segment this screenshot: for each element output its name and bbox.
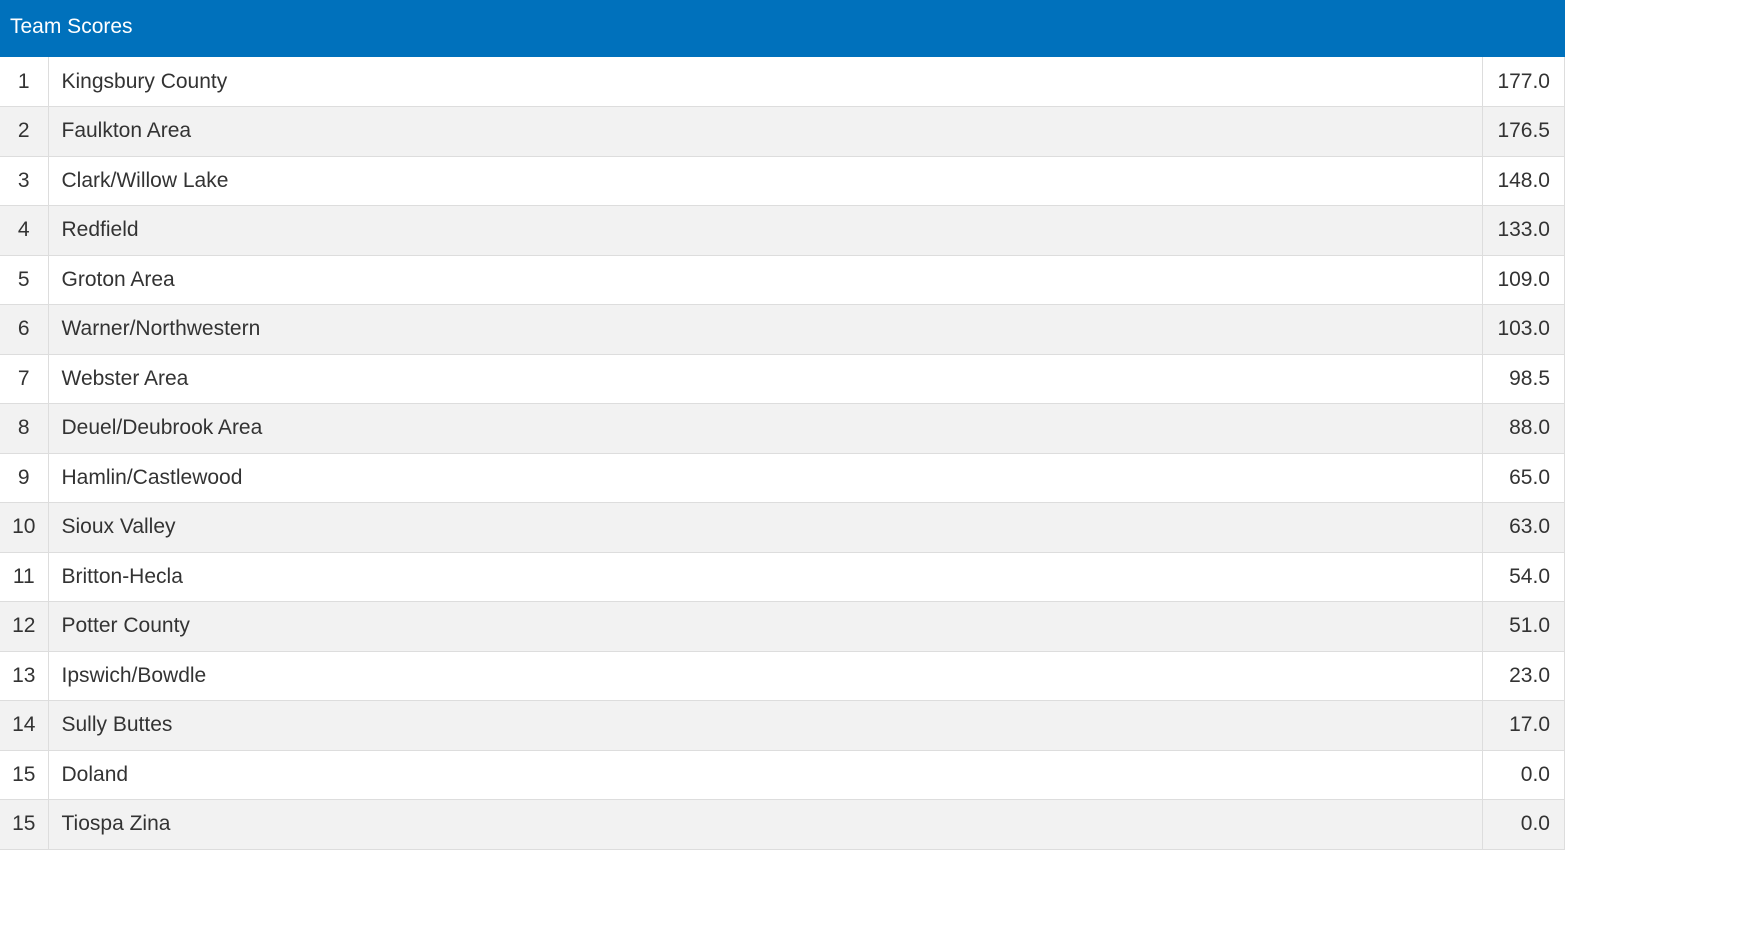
cell-name: Clark/Willow Lake: [48, 156, 1483, 206]
cell-rank: 3: [0, 156, 49, 206]
team-row: 5 Groton Area 109.0: [0, 255, 1565, 305]
cell-rank: 11: [0, 552, 49, 602]
cell-rank: 15: [0, 750, 49, 800]
team-row: 9 Hamlin/Castlewood 65.0: [0, 453, 1565, 503]
cell-rank: 15: [0, 799, 49, 850]
scores-table: 1 Kingsbury County 177.0 2 Faulkton Area 176.…: [0, 57, 1565, 850]
cell-score: 177.0: [1482, 57, 1565, 107]
cell-score: 51.0: [1482, 601, 1565, 652]
cell-name: Potter County: [48, 601, 1483, 652]
cell-name: Sully Buttes: [48, 700, 1483, 751]
team-row: 2 Faulkton Area 176.5: [0, 106, 1565, 157]
cell-score: 109.0: [1482, 255, 1565, 305]
cell-rank: 6: [0, 304, 49, 355]
cell-score: 65.0: [1482, 453, 1565, 503]
cell-name: Britton-Hecla: [48, 552, 1483, 602]
cell-rank: 9: [0, 453, 49, 503]
team-row: 3 Clark/Willow Lake 148.0: [0, 156, 1565, 206]
cell-name: Warner/Northwestern: [48, 304, 1483, 355]
cell-name: Kingsbury County: [48, 57, 1483, 107]
team-row: 4 Redfield 133.0: [0, 205, 1565, 256]
cell-name: Ipswich/Bowdle: [48, 651, 1483, 701]
cell-rank: 14: [0, 700, 49, 751]
cell-score: 0.0: [1482, 750, 1565, 800]
cell-score: 98.5: [1482, 354, 1565, 404]
cell-rank: 10: [0, 502, 49, 553]
cell-rank: 13: [0, 651, 49, 701]
cell-name: Webster Area: [48, 354, 1483, 404]
cell-score: 17.0: [1482, 700, 1565, 751]
panel-title: Team Scores: [0, 0, 1565, 57]
cell-rank: 2: [0, 106, 49, 157]
team-row: 6 Warner/Northwestern 103.0: [0, 304, 1565, 355]
team-row: 13 Ipswich/Bowdle 23.0: [0, 651, 1565, 701]
team-row: 11 Britton-Hecla 54.0: [0, 552, 1565, 602]
cell-rank: 8: [0, 403, 49, 454]
cell-name: Tiospa Zina: [48, 799, 1483, 850]
team-row: 15 Tiospa Zina 0.0: [0, 799, 1565, 850]
cell-name: Redfield: [48, 205, 1483, 256]
cell-rank: 7: [0, 354, 49, 404]
cell-score: 148.0: [1482, 156, 1565, 206]
cell-name: Sioux Valley: [48, 502, 1483, 553]
cell-score: 176.5: [1482, 106, 1565, 157]
cell-score: 88.0: [1482, 403, 1565, 454]
cell-score: 63.0: [1482, 502, 1565, 553]
team-row: 7 Webster Area 98.5: [0, 354, 1565, 404]
cell-rank: 1: [0, 57, 49, 107]
cell-score: 23.0: [1482, 651, 1565, 701]
team-row: 14 Sully Buttes 17.0: [0, 700, 1565, 751]
team-row: 12 Potter County 51.0: [0, 601, 1565, 652]
cell-name: Hamlin/Castlewood: [48, 453, 1483, 503]
cell-rank: 4: [0, 205, 49, 256]
team-row: 8 Deuel/Deubrook Area 88.0: [0, 403, 1565, 454]
cell-name: Doland: [48, 750, 1483, 800]
team-row: 15 Doland 0.0: [0, 750, 1565, 800]
cell-rank: 12: [0, 601, 49, 652]
cell-score: 133.0: [1482, 205, 1565, 256]
team-scores-panel: Team Scores 1 Kingsbury County 177.0 2 Faulk…: [0, 0, 1565, 850]
team-row: 1 Kingsbury County 177.0: [0, 57, 1565, 107]
cell-name: Groton Area: [48, 255, 1483, 305]
team-row: 10 Sioux Valley 63.0: [0, 502, 1565, 553]
cell-score: 54.0: [1482, 552, 1565, 602]
cell-score: 103.0: [1482, 304, 1565, 355]
cell-score: 0.0: [1482, 799, 1565, 850]
cell-name: Deuel/Deubrook Area: [48, 403, 1483, 454]
cell-name: Faulkton Area: [48, 106, 1483, 157]
table-body: 1 Kingsbury County 177.0 2 Faulkton Area 176.…: [0, 57, 1565, 850]
cell-rank: 5: [0, 255, 49, 305]
